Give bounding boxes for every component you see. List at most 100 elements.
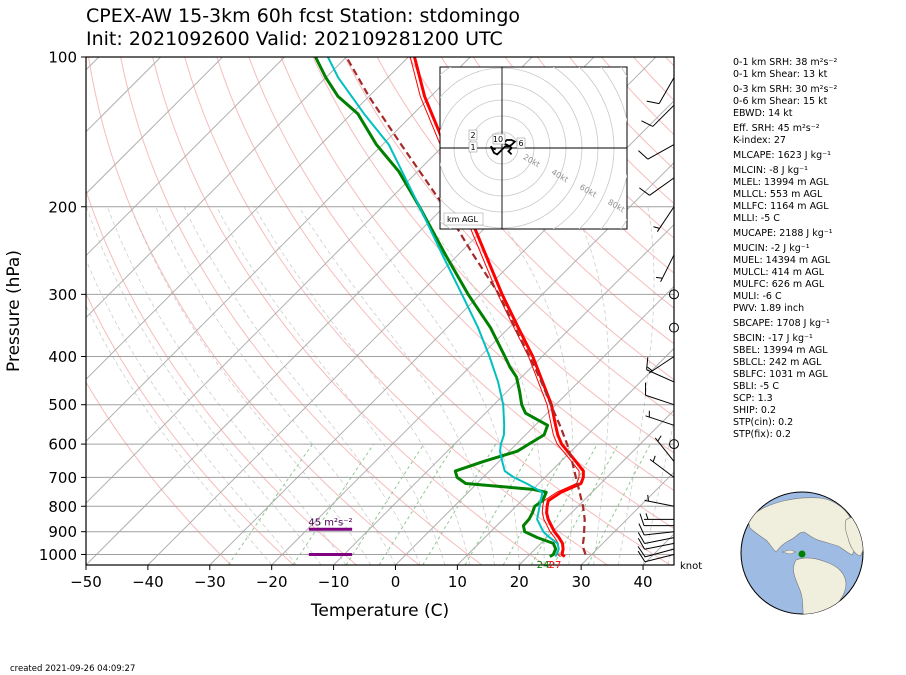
isotherm	[271, 161, 674, 565]
x-tick-label: −50	[70, 573, 102, 591]
surface-temperature-label: 27	[549, 560, 562, 571]
moist-adiabat	[130, 206, 372, 565]
x-tick-label: −20	[256, 573, 288, 591]
param-line: STP(cin): 0.2	[733, 417, 794, 428]
x-tick-label: −40	[132, 573, 164, 591]
wind-barb-staff	[658, 77, 675, 104]
wind-barb-flag	[637, 550, 646, 563]
land-north-america	[747, 497, 857, 556]
isotherm	[86, 57, 162, 133]
isotherm	[580, 471, 674, 565]
hodograph-height-box	[516, 137, 526, 149]
surface-dewpoint-label: 24	[537, 560, 550, 571]
moist-adiabat	[86, 206, 322, 565]
wind-barb-staff	[647, 144, 675, 160]
parameter-list: 0-1 km SRH: 38 m²s⁻² 0-1 km Shear: 13 kt 0…	[733, 57, 837, 441]
wind-barb-half	[652, 455, 656, 462]
param-line: MUCIN: -2 J kg⁻¹	[733, 243, 810, 254]
moist-adiabat	[216, 206, 446, 565]
moist-adiabat	[617, 206, 655, 565]
wind-units-label: knot	[680, 561, 702, 572]
param-line: SBEL: 13994 m AGL	[733, 345, 828, 356]
wind-barb-staff	[644, 542, 675, 550]
mixing-ratio-line	[378, 443, 456, 565]
wind-barb-flag	[637, 532, 646, 544]
x-axis-label: Temperature (C)	[310, 601, 449, 621]
param-line: 0-6 km Shear: 15 kt	[733, 96, 828, 107]
moist-adiabat	[183, 206, 421, 565]
dry-adiabat	[472, 57, 674, 274]
param-line: 0-1 km Shear: 13 kt	[733, 69, 828, 80]
param-line: MULI: -6 C	[733, 291, 782, 302]
created-timestamp: created 2021-09-26 04:09:27	[10, 664, 136, 674]
hodograph-height-label: 10	[493, 135, 503, 144]
param-line: MLLFC: 1164 m AGL	[733, 201, 829, 212]
wind-barb-half	[657, 435, 662, 442]
dry-adiabat	[280, 57, 674, 492]
isotherm	[209, 100, 674, 565]
dry-adiabat	[86, 292, 295, 565]
wind-barb-flag	[637, 538, 646, 550]
plot-frame	[85, 56, 675, 566]
y-tick-label: 1000	[39, 546, 77, 564]
wind-barb-half	[645, 513, 649, 520]
moist-adiabat	[572, 206, 610, 565]
param-line: MULFC: 626 m AGL	[733, 279, 825, 290]
moist-adiabat	[491, 206, 574, 565]
chart-title-line1: CPEX-AW 15-3km 60h fcst Station: stdomin…	[86, 5, 521, 27]
y-tick-label: 300	[48, 286, 77, 304]
isotherm	[86, 57, 409, 381]
wind-barb-flag	[646, 357, 649, 370]
dry-adiabat	[184, 57, 608, 565]
param-line: MLCIN: -8 J kg⁻¹	[733, 165, 808, 176]
dry-adiabat	[86, 381, 232, 565]
param-line: MLCAPE: 1623 J kg⁻¹	[733, 150, 831, 161]
dry-adiabat	[152, 57, 545, 565]
x-tick-label: 20	[510, 573, 529, 591]
y-tick-label: 600	[48, 436, 77, 454]
temperature-line	[413, 57, 585, 558]
wind-barb-flag	[641, 120, 654, 127]
x-tick-label: −10	[318, 573, 350, 591]
isotherm	[86, 57, 285, 257]
moist-adiabat	[254, 206, 471, 565]
wind-barb-staff	[660, 254, 675, 283]
mixing-ratio-line	[464, 443, 536, 565]
param-line: SCP: 1.3	[733, 393, 773, 404]
param-line: SBCIN: -17 J kg⁻¹	[733, 333, 813, 344]
y-tick-label: 200	[48, 198, 77, 216]
param-line: SBLFC: 1031 m AGL	[733, 369, 828, 380]
moist-adiabat	[351, 206, 520, 565]
isotherm	[518, 409, 674, 565]
param-line: STP(fix): 0.2	[733, 429, 791, 440]
x-tick-label: 10	[448, 573, 467, 591]
dry-adiabat	[376, 57, 674, 381]
locator-globe	[740, 491, 864, 615]
dry-adiabat	[440, 57, 674, 309]
dry-adiabat	[344, 57, 674, 417]
moist-adiabat	[86, 304, 272, 565]
wind-barb-staff	[644, 499, 675, 507]
dry-adiabat	[120, 57, 483, 565]
wind-barb-flag	[639, 187, 650, 196]
station-marker	[798, 550, 806, 558]
param-line: MLLI: -5 C	[733, 213, 780, 224]
isotherm	[333, 223, 674, 565]
calm-wind-circle	[669, 289, 679, 300]
mixing-ratio-line	[422, 443, 497, 565]
y-tick-label: 900	[48, 523, 77, 541]
isotherm	[86, 57, 471, 442]
moist-adiabat	[298, 206, 495, 565]
x-tick-label: 40	[634, 573, 653, 591]
wind-barb-flag	[638, 150, 649, 160]
calm-wind-circle	[669, 322, 679, 333]
moist-adiabat	[642, 418, 674, 565]
param-line: 0-3 km SRH: 30 m²s⁻²	[733, 84, 838, 95]
param-line: SBLCL: 242 m AGL	[733, 357, 822, 368]
wind-barb-staff	[656, 206, 675, 232]
param-line: MULCL: 414 m AGL	[733, 267, 825, 278]
moist-adiabat	[86, 258, 297, 565]
param-line: EBWD: 14 kt	[733, 108, 793, 119]
